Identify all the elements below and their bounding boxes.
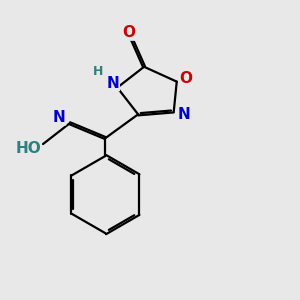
Text: N: N (178, 107, 190, 122)
Text: N: N (53, 110, 66, 125)
Text: N: N (106, 76, 119, 91)
Text: HO: HO (15, 141, 41, 156)
Text: O: O (179, 71, 192, 86)
Text: O: O (123, 25, 136, 40)
Text: H: H (93, 65, 103, 78)
